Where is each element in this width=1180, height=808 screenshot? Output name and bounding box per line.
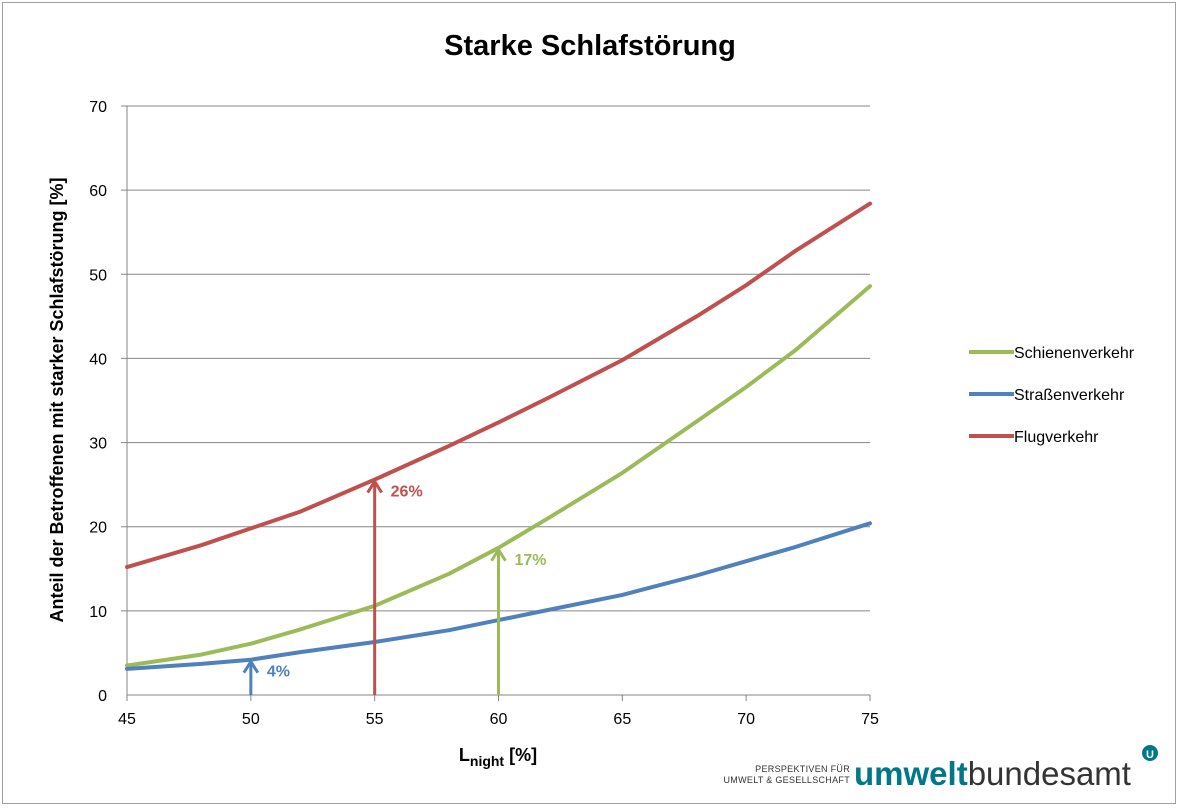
x-tick-label: 70 bbox=[737, 711, 755, 728]
legend-label: Straßenverkehr bbox=[1014, 387, 1125, 404]
x-tick-label: 65 bbox=[613, 711, 631, 728]
x-tick-label: 55 bbox=[366, 711, 384, 728]
legend: Schienenverkehr Straßenverkehr Flugverkehr bbox=[969, 345, 1135, 446]
x-tick-labels: 45 50 55 60 65 70 75 bbox=[118, 711, 879, 728]
y-tick-label: 30 bbox=[89, 436, 107, 453]
legend-label: Schienenverkehr bbox=[1014, 345, 1135, 362]
logo-mark-icon bbox=[1142, 745, 1158, 761]
annotation-label: 26% bbox=[391, 484, 423, 501]
x-axis-title-main: L bbox=[459, 745, 470, 765]
x-axis-title-unit: [%] bbox=[504, 745, 537, 765]
y-tick-label: 10 bbox=[89, 604, 107, 621]
x-axis-title-sub: night bbox=[470, 753, 505, 769]
annotation-arrowhead bbox=[490, 546, 507, 562]
x-tick-label: 45 bbox=[118, 711, 136, 728]
logo-word-bold: umwelt bbox=[854, 755, 968, 792]
y-tick-label: 60 bbox=[89, 183, 107, 200]
x-axis-title: Lnight [%] bbox=[459, 745, 537, 769]
y-tick-label: 70 bbox=[89, 99, 107, 116]
annotation-arrowhead bbox=[242, 658, 260, 674]
grid-lines bbox=[121, 105, 871, 701]
logo-mark-letter: U bbox=[1146, 749, 1154, 761]
x-tick-label: 75 bbox=[861, 711, 879, 728]
y-tick-label: 50 bbox=[89, 267, 107, 284]
logo-line1: PERSPEKTIVEN FÜR bbox=[755, 764, 850, 774]
chart-title: Starke Schlafstörung bbox=[444, 30, 736, 62]
legend-label: Flugverkehr bbox=[1014, 429, 1099, 446]
annotation-label: 4% bbox=[267, 664, 290, 681]
logo-wordmark: umweltbundesamt bbox=[854, 755, 1131, 792]
y-tick-labels: 0 10 20 30 40 50 60 70 bbox=[89, 99, 107, 705]
y-tick-label: 40 bbox=[89, 351, 107, 368]
annotation-label: 17% bbox=[515, 552, 547, 569]
logo-line2: UMWELT & GESELLSCHAFT bbox=[724, 775, 851, 785]
series-line bbox=[125, 201, 872, 570]
x-tick-label: 60 bbox=[490, 711, 508, 728]
logo-word-light: bundesamt bbox=[968, 755, 1131, 792]
annotation-arrowhead bbox=[366, 478, 383, 494]
y-tick-label: 20 bbox=[89, 520, 107, 537]
logo: PERSPEKTIVEN FÜR UMWELT & GESELLSCHAFT u… bbox=[724, 745, 1158, 792]
annotation-arrows: 4% 26% 17% bbox=[242, 478, 547, 695]
y-tick-label: 0 bbox=[98, 688, 107, 705]
y-axis-title: Anteil der Betroffenen mit starker Schla… bbox=[47, 177, 67, 622]
x-tick-label: 50 bbox=[242, 711, 260, 728]
